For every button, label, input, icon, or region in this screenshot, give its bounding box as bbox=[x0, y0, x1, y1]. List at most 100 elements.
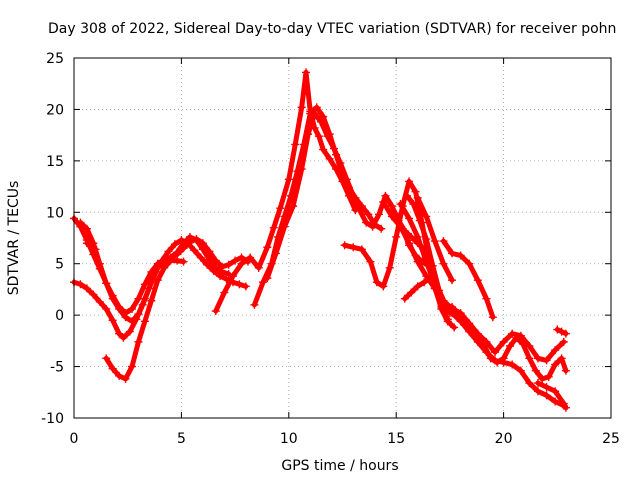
data-point bbox=[499, 354, 508, 363]
data-point bbox=[297, 103, 306, 112]
data-point bbox=[542, 356, 551, 365]
data-point bbox=[127, 317, 136, 326]
data-point bbox=[405, 177, 414, 186]
data-point bbox=[301, 68, 310, 77]
data-point bbox=[413, 282, 422, 291]
data-point bbox=[506, 342, 515, 350]
data-point bbox=[542, 383, 551, 392]
data-point bbox=[405, 241, 414, 250]
data-point bbox=[119, 333, 128, 342]
data-point bbox=[392, 232, 401, 241]
plot-frame bbox=[73, 57, 612, 419]
data-point bbox=[271, 249, 280, 258]
y-tick-label: 15 bbox=[46, 154, 64, 170]
data-point bbox=[375, 210, 384, 219]
data-point bbox=[108, 364, 117, 373]
data-point bbox=[430, 237, 439, 246]
data-point bbox=[91, 245, 100, 254]
data-point bbox=[407, 288, 416, 297]
data-point bbox=[448, 276, 457, 285]
data-point bbox=[499, 337, 508, 346]
data-point bbox=[289, 202, 298, 211]
series-track-3 bbox=[76, 218, 233, 326]
data-point bbox=[381, 191, 390, 200]
data-point bbox=[413, 193, 422, 202]
data-point bbox=[402, 191, 411, 200]
data-point bbox=[108, 316, 117, 325]
data-point bbox=[198, 245, 207, 254]
data-point bbox=[420, 278, 429, 287]
data-point bbox=[95, 297, 104, 306]
data-point bbox=[102, 304, 111, 313]
series-band bbox=[71, 237, 249, 341]
data-point bbox=[284, 175, 293, 184]
data-point bbox=[392, 210, 401, 219]
data-point bbox=[557, 354, 566, 363]
data-point bbox=[140, 317, 149, 326]
data-point bbox=[559, 399, 568, 408]
data-point bbox=[173, 256, 182, 265]
y-tick-label: -10 bbox=[41, 411, 64, 427]
data-point bbox=[525, 354, 534, 363]
data-series bbox=[70, 68, 570, 412]
data-point bbox=[76, 218, 85, 227]
data-point bbox=[531, 366, 540, 375]
series-band bbox=[404, 193, 569, 382]
data-point bbox=[364, 210, 373, 219]
data-point bbox=[291, 140, 300, 149]
data-point bbox=[559, 337, 568, 346]
series-track-14 bbox=[400, 274, 454, 318]
series-band bbox=[77, 220, 232, 324]
data-point bbox=[196, 253, 205, 262]
data-point bbox=[336, 158, 345, 167]
data-point bbox=[164, 247, 173, 256]
data-point bbox=[82, 224, 91, 233]
series-track-12 bbox=[402, 191, 570, 383]
data-point bbox=[525, 342, 534, 350]
data-point bbox=[237, 259, 246, 268]
data-point bbox=[259, 278, 268, 287]
data-point bbox=[379, 282, 388, 291]
x-axis-label: GPS time / hours bbox=[281, 458, 398, 474]
data-point bbox=[551, 346, 560, 355]
data-point bbox=[465, 259, 474, 268]
data-point bbox=[192, 236, 201, 245]
data-point bbox=[508, 360, 517, 369]
data-point bbox=[379, 198, 388, 206]
y-tick-label: 25 bbox=[46, 51, 64, 67]
data-point bbox=[357, 245, 366, 254]
data-point bbox=[173, 248, 182, 257]
data-point bbox=[411, 187, 420, 196]
data-point bbox=[280, 222, 289, 231]
data-point bbox=[297, 165, 306, 174]
data-point bbox=[467, 325, 476, 334]
y-tick-label: -5 bbox=[50, 360, 64, 376]
data-point bbox=[366, 257, 375, 266]
data-point bbox=[422, 212, 431, 221]
data-point bbox=[551, 387, 560, 396]
x-tick-label: 15 bbox=[387, 431, 405, 447]
data-point bbox=[398, 224, 407, 233]
data-point bbox=[439, 237, 448, 246]
data-point bbox=[417, 257, 426, 266]
data-point bbox=[525, 379, 534, 388]
data-point bbox=[349, 243, 358, 252]
data-point bbox=[205, 255, 214, 264]
x-tick-label: 5 bbox=[177, 431, 186, 447]
data-point bbox=[460, 317, 469, 326]
data-point bbox=[325, 154, 334, 163]
data-point bbox=[342, 175, 351, 184]
data-point bbox=[486, 354, 495, 363]
data-point bbox=[115, 304, 124, 313]
data-point bbox=[561, 329, 570, 338]
data-point bbox=[254, 263, 263, 272]
data-point bbox=[372, 278, 381, 287]
data-point bbox=[125, 327, 134, 336]
y-tick-label: 0 bbox=[55, 308, 64, 324]
data-point bbox=[108, 294, 117, 303]
data-point bbox=[516, 331, 525, 340]
data-point bbox=[445, 309, 454, 318]
data-point bbox=[413, 232, 422, 241]
data-point bbox=[317, 117, 326, 126]
data-point bbox=[473, 276, 482, 285]
